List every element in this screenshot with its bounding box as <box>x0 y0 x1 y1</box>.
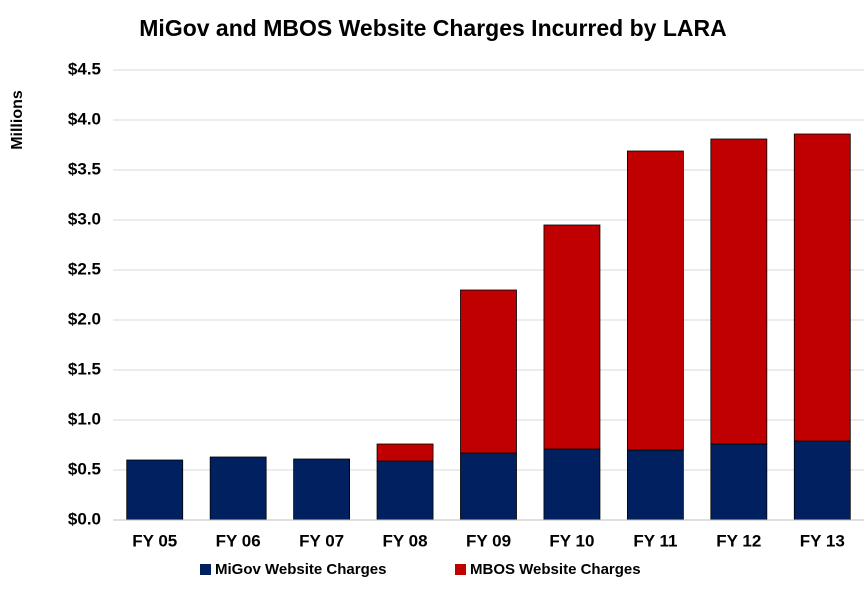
x-tick-label: FY 13 <box>800 531 845 550</box>
y-axis-label: Millions <box>9 90 26 150</box>
legend-label: MiGov Website Charges <box>215 561 386 578</box>
legend-label: MBOS Website Charges <box>470 561 641 578</box>
chart-title: MiGov and MBOS Website Charges Incurred … <box>139 15 726 41</box>
bar-segment <box>710 443 768 521</box>
y-tick-label: $1.0 <box>68 409 101 428</box>
bar-segment <box>376 460 434 521</box>
y-tick-label: $4.5 <box>68 59 101 78</box>
bar-segment <box>460 452 517 521</box>
y-tick-label: $0.0 <box>68 509 101 528</box>
bar-segment <box>543 448 601 521</box>
bar-segment <box>126 459 184 521</box>
x-tick-label: FY 11 <box>633 531 677 550</box>
bar-segment <box>793 440 851 521</box>
x-tick-label: FY 09 <box>466 531 511 550</box>
bar-segment <box>626 449 684 521</box>
y-tick-label: $2.0 <box>68 309 101 328</box>
bar-segment <box>710 138 768 445</box>
bar-segment <box>460 289 517 454</box>
bar-segment <box>376 443 434 462</box>
legend-swatch <box>200 564 211 575</box>
x-tick-label: FY 10 <box>549 531 594 550</box>
bar-segment <box>209 456 267 521</box>
bar-segment <box>626 150 684 451</box>
x-tick-label: FY 05 <box>132 531 177 550</box>
x-tick-label: FY 12 <box>716 531 761 550</box>
legend-swatch <box>455 564 466 575</box>
x-tick-label: FY 06 <box>216 531 261 550</box>
bar-segment <box>543 224 601 450</box>
bar-segment <box>293 458 351 521</box>
x-tick-label: FY 08 <box>383 531 428 550</box>
y-tick-label: $1.5 <box>68 359 101 378</box>
x-tick-label: FY 07 <box>299 531 344 550</box>
y-tick-label: $3.0 <box>68 209 101 228</box>
bar-segment <box>793 133 851 442</box>
y-tick-label: $0.5 <box>68 459 101 478</box>
y-tick-label: $4.0 <box>68 109 101 128</box>
y-tick-label: $2.5 <box>68 259 101 278</box>
y-tick-label: $3.5 <box>68 159 101 178</box>
